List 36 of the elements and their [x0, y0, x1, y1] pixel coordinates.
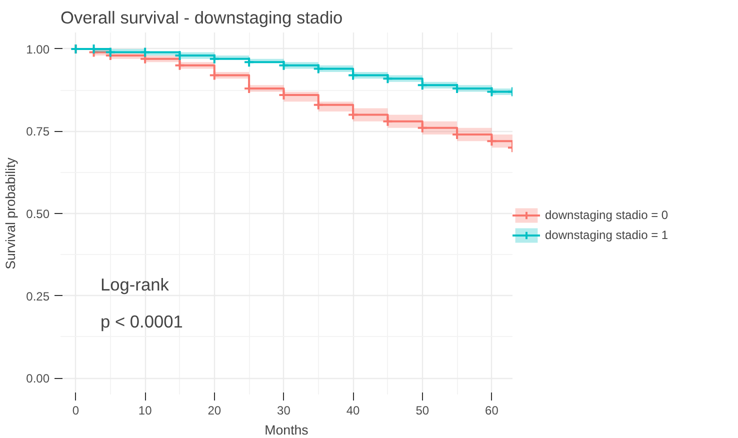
x-axis-title: Months — [264, 422, 309, 438]
y-axis-title: Survival probability — [3, 157, 18, 270]
legend-label: downstaging stadio = 1 — [545, 228, 668, 242]
y-tick-label: 0.25 — [26, 289, 50, 304]
point — [208, 70, 220, 81]
y-tick-label: 1.00 — [26, 42, 50, 56]
point — [416, 80, 428, 91]
point — [348, 70, 359, 81]
point — [486, 136, 498, 147]
point — [104, 46, 116, 58]
x-tick-label: 20 — [208, 404, 222, 418]
point — [382, 116, 394, 127]
x-tick-label: 60 — [485, 404, 499, 418]
legend-label: downstaging stadio = 0 — [545, 208, 668, 222]
point — [140, 46, 151, 58]
point — [312, 99, 324, 110]
point — [174, 60, 186, 71]
y-tick-label: 0.75 — [26, 124, 50, 139]
x-tick-label: 50 — [416, 404, 430, 418]
point — [348, 109, 359, 120]
point — [382, 73, 394, 84]
annotation: Log-rank — [100, 274, 170, 294]
point — [486, 86, 498, 98]
x-tick-label: 10 — [138, 404, 152, 418]
y-tick-label: 0.00 — [26, 372, 50, 386]
point — [208, 53, 220, 64]
point — [312, 63, 324, 74]
annotation: p < 0.0001 — [100, 312, 183, 332]
x-tick-label: 30 — [277, 404, 291, 418]
point — [244, 56, 255, 68]
x-tick-label: 0 — [72, 404, 80, 418]
y-tick-label: 0.50 — [26, 207, 50, 221]
x-tick-label: 40 — [346, 404, 360, 418]
point — [416, 122, 428, 134]
chart-title: Overall survival - downstaging stadio — [60, 8, 343, 28]
point — [278, 60, 290, 71]
